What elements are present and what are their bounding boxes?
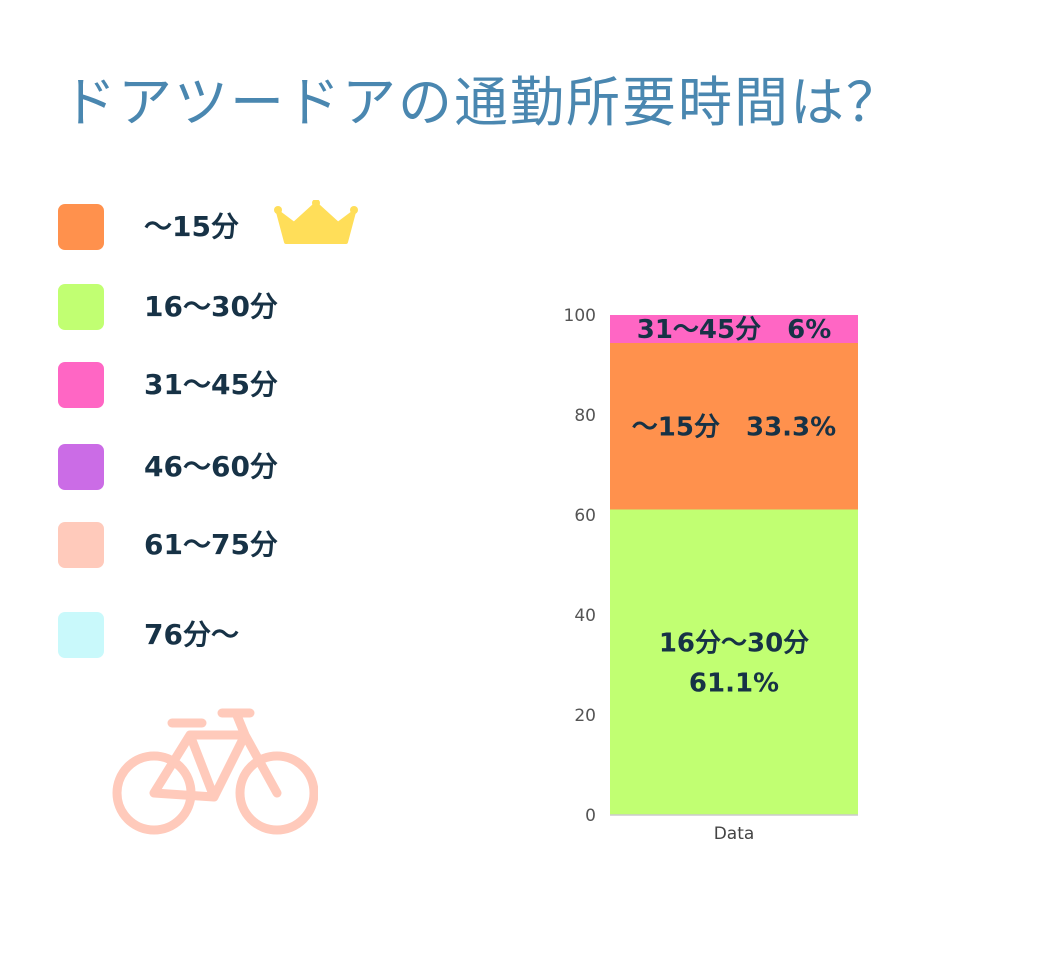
y-tick-label: 20	[574, 706, 596, 726]
segment-data-label: 61.1%	[689, 668, 779, 698]
segment-data-label: 〜15分 33.3%	[632, 412, 836, 442]
legend-label: 31〜45分	[144, 368, 278, 401]
page-title: ドアツードアの通勤所要時間は？	[62, 71, 902, 134]
segment-labels: 16分〜30分 61.1% 〜15分 33.3% 31〜45分 6%	[632, 315, 836, 698]
x-tick-label: Data	[714, 824, 755, 844]
legend-item-46-60: 46〜60分	[58, 440, 478, 490]
legend-item-76-plus: 76分〜	[58, 608, 478, 658]
y-tick-label: 100	[564, 306, 596, 326]
legend-item-16-30: 16〜30分	[58, 280, 478, 330]
legend-label: 46〜60分	[144, 450, 278, 483]
segment-data-label: 31〜45分 6%	[637, 315, 832, 345]
stacked-bar-chart: 0 20 40 60 80 100 16分〜30分 61.1% 〜15分 33.3% 31〜45…	[564, 306, 858, 844]
y-tick-label: 40	[574, 606, 596, 626]
y-tick-label: 60	[574, 506, 596, 526]
bicycle-frame	[149, 708, 282, 802]
legend-swatch	[58, 612, 104, 658]
legend-item-31-45: 31〜45分	[58, 358, 478, 408]
bar-segments	[610, 315, 858, 815]
y-tick-label: 80	[574, 406, 596, 426]
bar-segment	[610, 315, 858, 343]
legend-label: 76分〜	[144, 618, 239, 651]
crown-jewel-center	[312, 200, 320, 207]
crown-shape	[276, 202, 356, 244]
bar-segment	[610, 343, 858, 510]
legend-swatch	[58, 522, 104, 568]
legend-item-0-15: 〜15分	[58, 200, 478, 250]
crown-icon	[274, 200, 358, 244]
segment-data-label: 16分〜30分	[659, 628, 809, 658]
legend-swatch	[58, 362, 104, 408]
crown-jewel-left	[274, 206, 282, 214]
y-axis-ticks: 0 20 40 60 80 100	[564, 306, 596, 826]
bar-segment	[610, 509, 858, 815]
y-tick-label: 0	[585, 806, 596, 826]
legend-label: 61〜75分	[144, 528, 278, 561]
legend-label: 〜15分	[144, 210, 239, 243]
crown-jewel-right	[350, 206, 358, 214]
legend-item-61-75: 61〜75分	[58, 518, 478, 568]
bicycle-icon	[112, 708, 318, 835]
legend-swatch	[58, 284, 104, 330]
legend-swatch	[58, 444, 104, 490]
legend-swatch	[58, 204, 104, 250]
bicycle-front-wheel	[235, 751, 318, 835]
legend-label: 16〜30分	[144, 290, 278, 323]
